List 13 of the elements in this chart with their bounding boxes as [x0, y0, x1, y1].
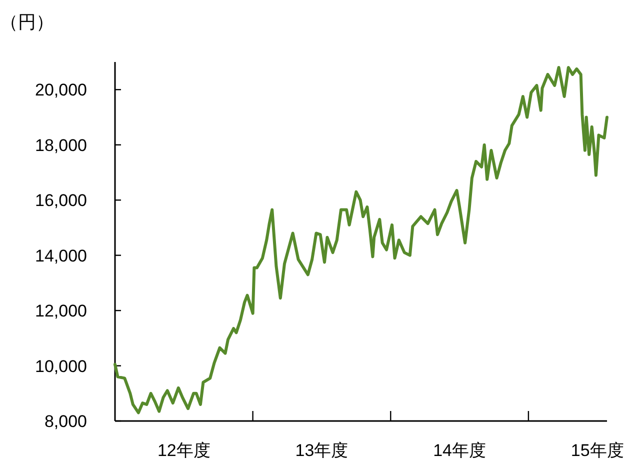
y-tick-label: 10,000 [35, 356, 87, 376]
x-tick-label: 15年度 [570, 441, 624, 460]
y-axis-title: （円） [0, 12, 54, 32]
y-tick-label: 20,000 [35, 80, 87, 100]
y-tick-label: 14,000 [35, 246, 87, 266]
y-tick-label: 12,000 [35, 302, 87, 321]
y-tick-label: 16,000 [35, 191, 87, 210]
y-tick-label: 18,000 [35, 136, 87, 155]
x-tick-label: 13年度 [295, 441, 348, 460]
x-tick-label: 14年度 [433, 441, 486, 460]
line-series [114, 66, 608, 414]
x-tick-label: 12年度 [157, 441, 210, 460]
y-tick-label: 8,000 [44, 412, 87, 431]
